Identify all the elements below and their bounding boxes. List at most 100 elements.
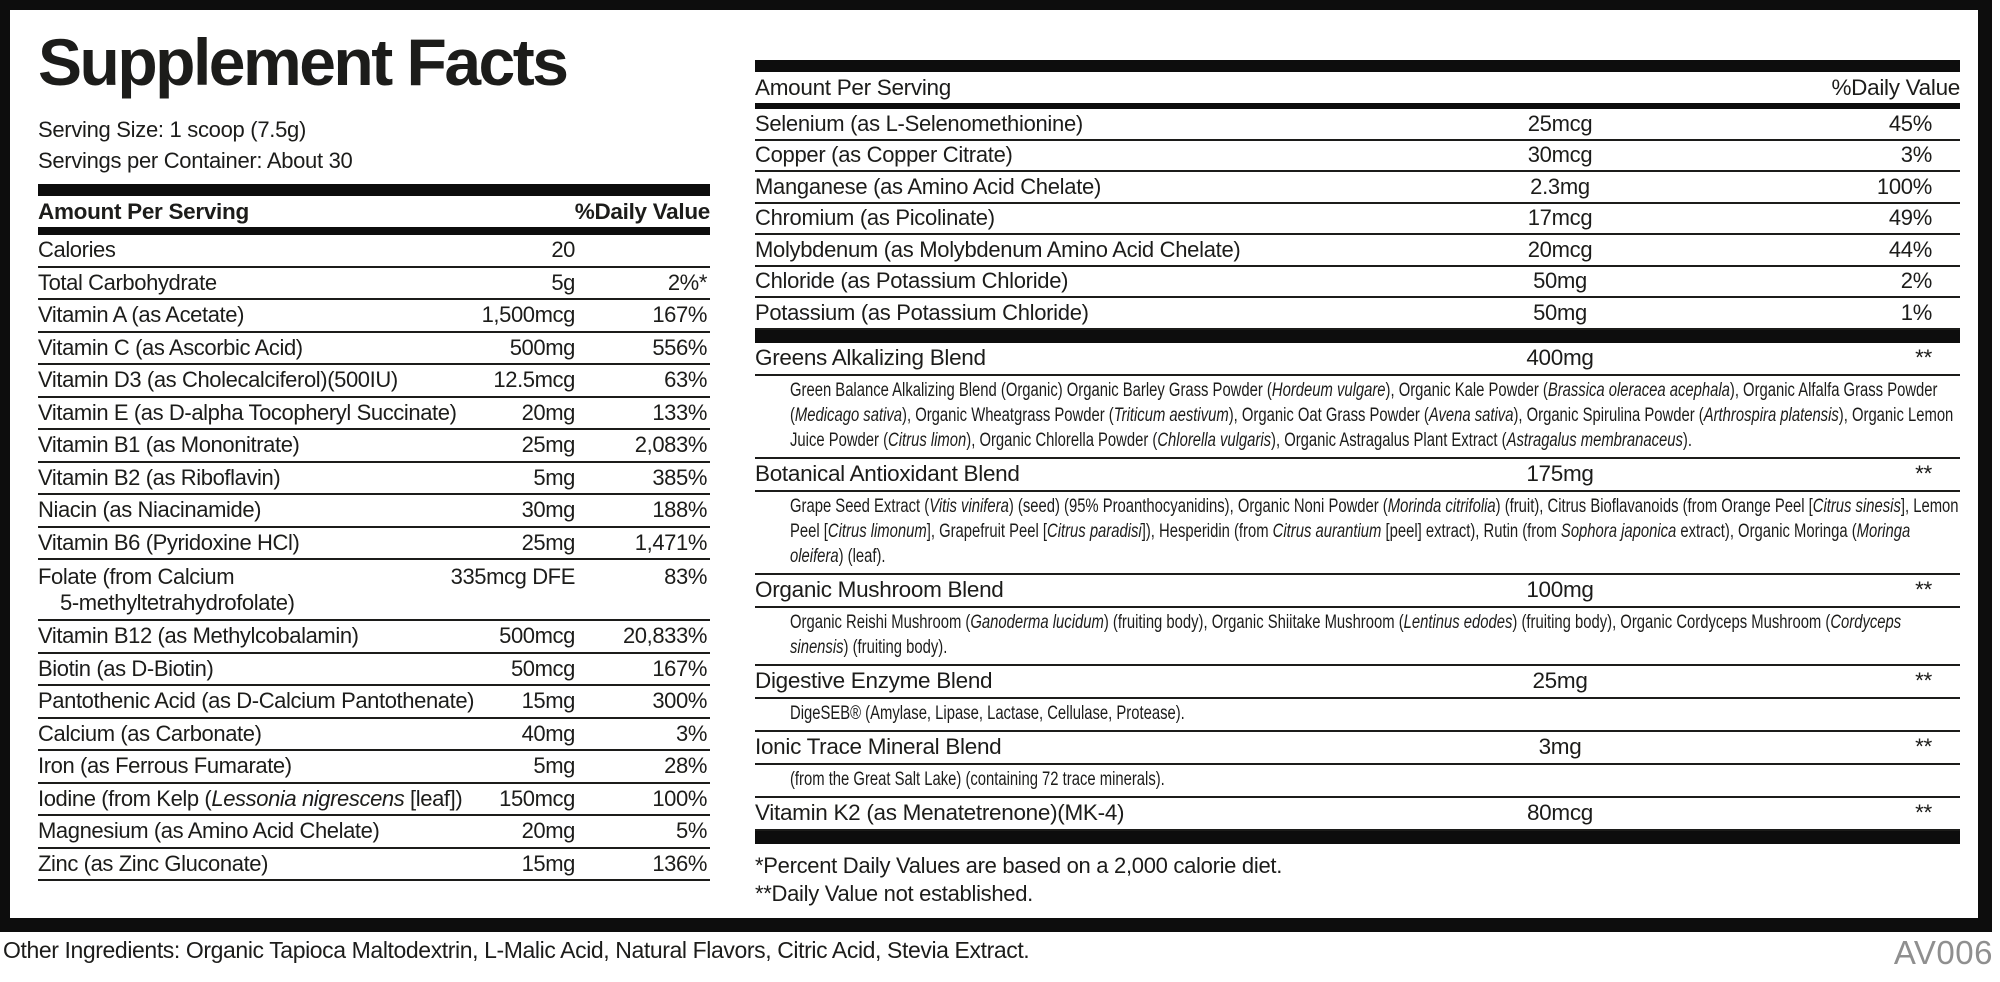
nutrient-daily-value: 1,471% — [634, 529, 708, 555]
nutrient-name: Iron (as Ferrous Fumarate) — [38, 753, 292, 779]
nutrient-name: Vitamin B6 (Pyridoxine HCl) — [38, 529, 300, 555]
nutrient-name: Manganese (as Amino Acid Chelate) — [755, 173, 1101, 199]
blend-description-text: Green Balance Alkalizing Blend (Organic)… — [790, 379, 1954, 451]
table-row: Calcium (as Carbonate) 40mg 3% — [38, 719, 710, 751]
table-row: Vitamin C (as Ascorbic Acid) 500mg 556% — [38, 333, 710, 365]
nutrient-name: Vitamin D3 (as Cholecalciferol)(500IU) — [38, 367, 398, 393]
right-panel: Amount Per Serving %Daily Value Selenium… — [755, 60, 1960, 908]
nutrient-daily-value: 136% — [652, 850, 707, 876]
table-row: Copper (as Copper Citrate) 30mcg 3% — [755, 141, 1960, 172]
table-row: Greens Alkalizing Blend 400mg ** — [755, 343, 1960, 376]
nutrient-amount: 25mg — [1532, 668, 1588, 693]
blend-description: Organic Reishi Mushroom (Ganoderma lucid… — [755, 608, 1960, 666]
nutrient-name: Magnesium (as Amino Acid Chelate) — [38, 818, 380, 844]
blend-description: Green Balance Alkalizing Blend (Organic)… — [755, 376, 1960, 459]
table-row: Vitamin B2 (as Riboflavin) 5mg 385% — [38, 463, 710, 495]
nutrient-amount: 80mcg — [1526, 800, 1594, 825]
nutrient-name: Calcium (as Carbonate) — [38, 720, 262, 746]
nutrient-amount: 50mcg — [510, 655, 575, 681]
nutrient-amount: 3mg — [1538, 734, 1582, 759]
table-row: Vitamin A (as Acetate) 1,500mcg 167% — [38, 300, 710, 333]
nutrient-amount: 30mg — [521, 497, 576, 523]
nutrient-name: Digestive Enzyme Blend — [755, 668, 993, 693]
nutrient-amount: 175mg — [1526, 461, 1594, 486]
nutrient-amount: 12.5mcg — [493, 367, 575, 393]
table-row: Calories 20 — [38, 235, 710, 268]
serving-size: Serving Size: 1 scoop (7.5g) — [38, 117, 306, 142]
nutrient-name: Zinc (as Zinc Gluconate) — [38, 850, 269, 876]
nutrient-daily-value: ** — [1915, 345, 1932, 370]
nutrient-daily-value: 100% — [652, 785, 707, 811]
nutrient-amount: 20 — [551, 237, 575, 263]
table-row: Vitamin K2 (as Menatetrenone)(MK-4) 80mcg… — [755, 798, 1960, 831]
nutrient-daily-value: ** — [1915, 668, 1932, 693]
table-row: Organic Mushroom Blend 100mg ** — [755, 575, 1960, 608]
nutrient-amount: 50mg — [1533, 299, 1587, 325]
nutrient-daily-value: 100% — [1876, 173, 1932, 199]
table-row: Vitamin B12 (as Methylcobalamin) 500mcg 20… — [38, 621, 710, 654]
table-row: Niacin (as Niacinamide) 30mg 188% — [38, 495, 710, 528]
nutrient-daily-value: 1% — [1900, 299, 1933, 325]
nutrient-name: Vitamin C (as Ascorbic Acid) — [38, 334, 303, 360]
nutrient-name: Chromium (as Picolinate) — [755, 205, 995, 231]
divider-bar — [755, 329, 1960, 343]
nutrient-daily-value: 3% — [676, 720, 707, 746]
divider-bar — [755, 103, 1960, 109]
nutrient-name: Biotin (as D-Biotin) — [38, 655, 214, 681]
divider-bar — [38, 227, 710, 235]
label-frame — [0, 0, 1992, 932]
nutrient-daily-value: 45% — [1888, 110, 1932, 136]
nutrient-amount: 5mg — [533, 753, 575, 779]
nutrient-daily-value: 3% — [1900, 142, 1933, 168]
nutrient-amount: 15mg — [521, 688, 576, 714]
nutrient-amount: 5mg — [533, 464, 575, 490]
nutrient-daily-value: 167% — [652, 302, 707, 328]
table-row: Vitamin D3 (as Cholecalciferol)(500IU) 12… — [38, 365, 710, 398]
blend-description-text: Grape Seed Extract (Vitis vinifera) (see… — [790, 495, 1959, 567]
divider-bar — [38, 184, 710, 196]
footnote: *Percent Daily Values are based on a 2,0… — [755, 852, 1283, 878]
nutrient-amount: 50mg — [1533, 268, 1587, 294]
nutrient-name: Vitamin B12 (as Methylcobalamin) — [38, 623, 359, 649]
nutrient-name: Copper (as Copper Citrate) — [755, 142, 1013, 168]
table-row: Potassium (as Potassium Chloride) 50mg 1% — [755, 298, 1960, 330]
nutrient-amount: 15mg — [521, 850, 576, 876]
nutrient-amount: 400mg — [1526, 345, 1594, 370]
nutrient-name: Vitamin E (as D-alpha Tocopheryl Succina… — [38, 399, 457, 425]
nutrient-daily-value: 49% — [1888, 205, 1932, 231]
table-row: Vitamin E (as D-alpha Tocopheryl Succina… — [38, 398, 710, 430]
product-code: AV006 — [1893, 934, 1993, 971]
right-table-header: Amount Per Serving %Daily Value — [755, 72, 1960, 103]
table-row: Botanical Antioxidant Blend 175mg ** — [755, 459, 1960, 492]
nutrient-name: Pantothenic Acid (as D-Calcium Pantothen… — [38, 688, 475, 714]
nutrient-amount: 25mg — [521, 432, 576, 458]
nutrient-amount: 40mg — [521, 720, 576, 746]
table-row: Chromium (as Picolinate) 17mcg 49% — [755, 204, 1960, 235]
daily-value-label: %Daily Value — [574, 198, 711, 224]
amount-per-serving-label: Amount Per Serving — [38, 198, 249, 224]
nutrient-name: Chloride (as Potassium Chloride) — [755, 268, 1069, 294]
table-row: Chloride (as Potassium Chloride) 50mg 2% — [755, 267, 1960, 298]
table-row: Zinc (as Zinc Gluconate) 15mg 136% — [38, 849, 710, 881]
servings-per-container: Servings per Container: About 30 — [38, 148, 353, 173]
nutrient-daily-value: 167% — [652, 655, 707, 681]
blend-description-text: DigeSEB® (Amylase, Lipase, Lactase, Cell… — [790, 702, 1185, 724]
nutrient-daily-value: 83% — [664, 564, 707, 589]
nutrient-daily-value: 2%* — [667, 269, 708, 295]
blend-description-text: Organic Reishi Mushroom (Ganoderma lucid… — [790, 611, 1902, 658]
blend-description: DigeSEB® (Amylase, Lipase, Lactase, Cell… — [755, 699, 1960, 732]
nutrient-amount: 500mcg — [499, 623, 575, 649]
nutrient-amount: 20mcg — [1527, 236, 1593, 262]
other-ingredients: Other Ingredients: Organic Tapioca Malto… — [3, 937, 1030, 963]
nutrient-name: Vitamin K2 (as Menatetrenone)(MK-4) — [755, 800, 1125, 825]
nutrient-daily-value: 300% — [652, 688, 707, 714]
table-row: Digestive Enzyme Blend 25mg ** — [755, 666, 1960, 699]
table-row: Vitamin B1 (as Mononitrate) 25mg 2,083% — [38, 430, 710, 463]
nutrient-name: Niacin (as Niacinamide) — [38, 497, 262, 523]
blend-table: Greens Alkalizing Blend 400mg ** Green Bala… — [755, 343, 1960, 831]
nutrient-name: Botanical Antioxidant Blend — [755, 461, 1020, 486]
nutrient-name: Vitamin B1 (as Mononitrate) — [38, 432, 300, 458]
nutrient-amount: 335mcg DFE — [450, 564, 576, 589]
nutrient-table-right: Selenium (as L-Selenomethionine) 25mcg 45%… — [755, 109, 1960, 330]
nutrient-daily-value: ** — [1915, 577, 1932, 602]
